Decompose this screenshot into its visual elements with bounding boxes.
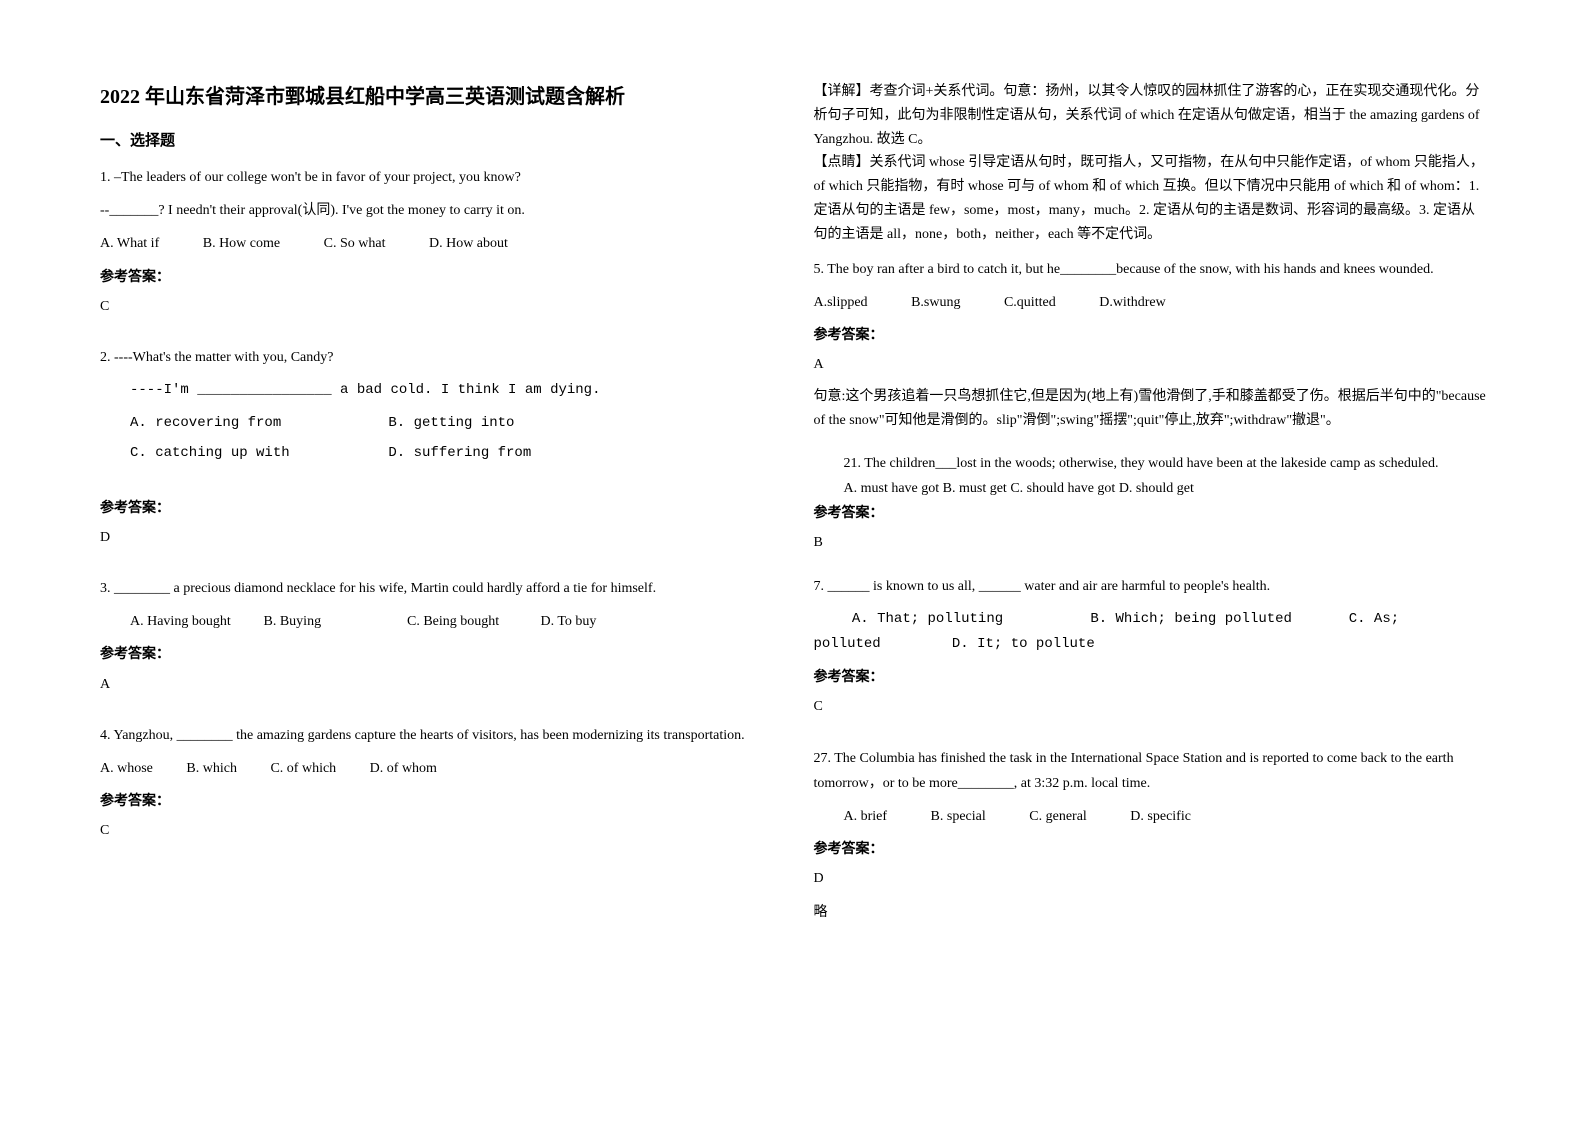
left-column: 2022 年山东省菏泽市鄄城县红船中学高三英语测试题含解析 一、选择题 1. –… xyxy=(100,80,774,1042)
q1-answer: C xyxy=(100,294,774,319)
q4-answer: C xyxy=(100,818,774,843)
q7-optD: D. It; to pollute xyxy=(952,636,1095,652)
q1-line2: --_______? I needn't their approval(认同).… xyxy=(100,198,774,223)
q6-text: 21. The children___lost in the woods; ot… xyxy=(844,451,1488,476)
q4-optD: D. of whom xyxy=(370,756,437,781)
q8-optB: B. special xyxy=(931,804,986,829)
q4-optC: C. of which xyxy=(270,756,336,781)
q8-options: A. brief B. special C. general D. specif… xyxy=(844,804,1488,829)
q4-text: 4. Yangzhou, ________ the amazing garden… xyxy=(100,723,774,748)
q5-explanation: 句意:这个男孩追着一只鸟想抓住它,但是因为(地上有)雪他滑倒了,手和膝盖都受了伤… xyxy=(814,385,1488,433)
q8-optD: D. specific xyxy=(1130,804,1191,829)
q8-optC: C. general xyxy=(1029,804,1087,829)
q3-optB: B. Buying xyxy=(264,609,404,634)
q7-options-row1: A. That; polluting B. Which; being pollu… xyxy=(814,607,1488,632)
q3-answer-label: 参考答案： xyxy=(100,642,774,667)
q8-answer: D xyxy=(814,866,1488,891)
q5-options: A.slipped B.swung C.quitted D.withdrew xyxy=(814,290,1488,315)
q3-optA: A. Having bought xyxy=(130,609,260,634)
q4-options: A. whose B. which C. of which D. of whom xyxy=(100,756,774,781)
q2-optB: B. getting into xyxy=(388,415,514,431)
question-4: 4. Yangzhou, ________ the amazing garden… xyxy=(100,723,774,852)
q1-optD: D. How about xyxy=(429,231,508,256)
q8-text: 27. The Columbia has finished the task i… xyxy=(814,746,1488,796)
q7-optA: A. That; polluting xyxy=(852,607,1082,632)
q4-answer-label: 参考答案： xyxy=(100,789,774,814)
q2-optD: D. suffering from xyxy=(388,445,531,461)
question-5: 5. The boy ran after a bird to catch it,… xyxy=(814,257,1488,433)
q7-options-row2: polluted D. It; to pollute xyxy=(814,632,1488,657)
q7-optC: C. As; xyxy=(1349,611,1399,627)
question-2: 2. ----What's the matter with you, Candy… xyxy=(100,345,774,558)
question-6: 21. The children___lost in the woods; ot… xyxy=(814,451,1488,564)
q5-optD: D.withdrew xyxy=(1099,290,1166,315)
q2-optC: C. catching up with xyxy=(130,441,380,466)
q6-answer-label: 参考答案： xyxy=(814,501,1488,526)
q1-answer-label: 参考答案： xyxy=(100,265,774,290)
q3-optD: D. To buy xyxy=(541,614,597,629)
q5-answer: A xyxy=(814,352,1488,377)
q1-optC: C. So what xyxy=(324,231,386,256)
q1-optA: A. What if xyxy=(100,231,159,256)
q2-line2: ----I'm ________________ a bad cold. I t… xyxy=(130,378,774,403)
q2-options: A. recovering from B. getting into C. ca… xyxy=(130,411,774,465)
q8-optA: A. brief xyxy=(844,804,888,829)
q3-answer: A xyxy=(100,672,774,697)
q2-answer-label: 参考答案： xyxy=(100,496,774,521)
q2-answer: D xyxy=(100,525,774,550)
q4-explanation-1: 【详解】考查介词+关系代词。句意：扬州，以其令人惊叹的园林抓住了游客的心，正在实… xyxy=(814,80,1488,151)
q5-optB: B.swung xyxy=(911,290,960,315)
q3-text: 3. ________ a precious diamond necklace … xyxy=(100,576,774,601)
page-title: 2022 年山东省菏泽市鄄城县红船中学高三英语测试题含解析 xyxy=(100,80,774,109)
q6-answer: B xyxy=(814,530,1488,555)
q1-text: 1. –The leaders of our college won't be … xyxy=(100,165,774,190)
q7-text: 7. ______ is known to us all, ______ wat… xyxy=(814,574,1488,599)
q1-options: A. What if B. How come C. So what D. How… xyxy=(100,231,774,256)
q7-answer: C xyxy=(814,694,1488,719)
question-3: 3. ________ a precious diamond necklace … xyxy=(100,576,774,705)
q2-optA: A. recovering from xyxy=(130,411,380,436)
question-7: 7. ______ is known to us all, ______ wat… xyxy=(814,574,1488,728)
q7-line2: polluted xyxy=(814,632,944,657)
q7-answer-label: 参考答案： xyxy=(814,665,1488,690)
right-column: 【详解】考查介词+关系代词。句意：扬州，以其令人惊叹的园林抓住了游客的心，正在实… xyxy=(814,80,1488,1042)
q3-optC: C. Being bought xyxy=(407,609,537,634)
q8-answer-label: 参考答案： xyxy=(814,837,1488,862)
q2-row1: A. recovering from B. getting into xyxy=(130,411,774,436)
q7-optB: B. Which; being polluted xyxy=(1090,607,1340,632)
q4-explanation-2: 【点睛】关系代词 whose 引导定语从句时，既可指人，又可指物，在从句中只能作… xyxy=(814,151,1488,246)
q5-optA: A.slipped xyxy=(814,290,868,315)
q8-note: 略 xyxy=(814,900,1488,925)
q1-optB: B. How come xyxy=(203,231,280,256)
q5-text: 5. The boy ran after a bird to catch it,… xyxy=(814,257,1488,282)
q4-optA: A. whose xyxy=(100,756,153,781)
q5-answer-label: 参考答案： xyxy=(814,323,1488,348)
section-header: 一、选择题 xyxy=(100,129,774,150)
q3-options: A. Having bought B. Buying C. Being boug… xyxy=(130,609,774,634)
q2-text: 2. ----What's the matter with you, Candy… xyxy=(100,345,774,370)
q2-row2: C. catching up with D. suffering from xyxy=(130,441,774,466)
question-8: 27. The Columbia has finished the task i… xyxy=(814,746,1488,925)
q4-optB: B. which xyxy=(186,756,237,781)
question-1: 1. –The leaders of our college won't be … xyxy=(100,165,774,327)
q6-options: A. must have got B. must get C. should h… xyxy=(844,476,1488,501)
q5-optC: C.quitted xyxy=(1004,290,1056,315)
